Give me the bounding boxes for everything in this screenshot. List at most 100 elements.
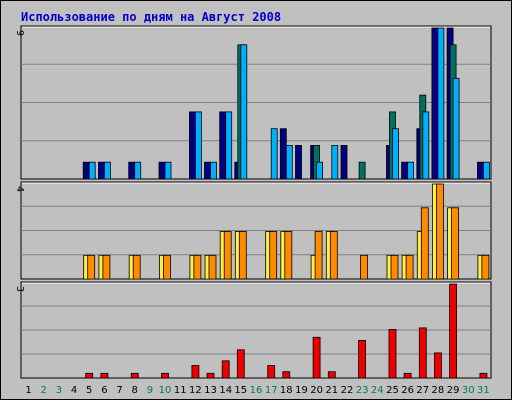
bar-day-12-series-1 [188,111,196,180]
x-tick-label-26: 26 [401,385,414,396]
panel-1-max-label: 9 [14,30,25,36]
bar-day-5-series-1 [85,372,94,379]
x-tick-label-6: 6 [101,385,107,396]
x-tick-label-29: 29 [447,385,460,396]
chart-title: Использование по дням на Август 2008 [21,10,281,24]
x-tick-label-21: 21 [325,385,338,396]
bar-day-25-series-3 [392,128,399,180]
x-tick-label-13: 13 [204,385,217,396]
x-tick-label-25: 25 [386,385,399,396]
x-tick-label-12: 12 [189,385,202,396]
x-tick-label-7: 7 [116,385,122,396]
bar-day-10-series-2 [163,254,171,280]
bar-day-14-series-3 [225,111,233,180]
bar-day-29-series-2 [451,207,460,280]
bar-day-8-series-1 [130,372,139,379]
x-tick-label-2: 2 [41,385,47,396]
bar-day-23-series-2 [360,254,369,280]
bar-day-8-series-3 [134,161,142,180]
bar-day-29-series-1 [449,283,458,379]
bar-day-6-series-2 [102,254,111,280]
x-tick-label-31: 31 [477,385,490,396]
bar-day-26-series-3 [407,161,415,180]
bar-day-31-series-2 [481,254,490,280]
bar-day-10-series-1 [158,161,166,180]
bar-day-6-series-1 [100,372,109,379]
bar-day-5-series-2 [87,254,96,280]
x-tick-label-10: 10 [159,385,172,396]
bar-day-27-series-2 [420,207,429,280]
bar-day-18-series-1 [282,371,291,379]
x-tick-label-30: 30 [462,385,475,396]
bar-day-13-series-2 [208,254,217,280]
x-tick-label-11: 11 [174,385,187,396]
panel-2: 4 [14,181,492,280]
bar-day-28-series-1 [431,27,439,180]
bar-day-15-series-2 [238,231,247,280]
bar-day-29-series-3 [452,77,460,180]
bar-day-5-series-1 [82,161,90,180]
x-tick-label-8: 8 [132,385,138,396]
bar-day-23-series-1 [358,339,367,379]
bar-day-31-series-1 [476,161,484,180]
bar-day-27-series-3 [422,111,430,180]
x-tick-label-5: 5 [86,385,92,396]
x-tick-label-1: 1 [25,385,31,396]
bar-day-18-series-2 [284,231,293,280]
x-tick-label-28: 28 [432,385,445,396]
bar-day-17-series-2 [269,231,278,280]
bar-day-6-series-3 [104,161,111,180]
bar-day-8-series-1 [128,161,136,180]
bar-day-20-series-1 [312,336,321,379]
bar-day-8-series-2 [132,254,141,280]
bar-day-10-series-1 [161,372,169,379]
bar-day-6-series-1 [98,161,105,180]
bar-day-17-series-1 [267,365,276,379]
bar-day-5-series-3 [88,161,96,180]
bar-day-28-series-1 [433,352,442,379]
bar-day-12-series-2 [193,254,202,280]
bar-day-26-series-1 [403,372,412,379]
bar-day-19-series-1 [295,144,302,180]
bar-day-25-series-1 [388,328,397,379]
panel-2-max-label: 4 [14,186,25,192]
bar-day-31-series-1 [479,372,488,379]
bar-day-18-series-3 [285,144,293,180]
x-tick-label-22: 22 [341,385,354,396]
bar-day-28-series-2 [435,183,444,280]
bar-day-12-series-1 [191,365,200,379]
bar-day-14-series-1 [219,111,227,180]
x-tick-label-17: 17 [265,385,278,396]
x-tick-label-15: 15 [234,385,247,396]
bar-day-13-series-1 [204,161,211,180]
bar-day-28-series-3 [437,27,445,180]
bar-day-12-series-3 [194,111,202,180]
panel-1: 9 [14,25,492,180]
bar-day-20-series-2 [314,231,323,280]
panel-3: 3 [14,281,492,379]
bar-day-20-series-3 [316,161,324,180]
x-tick-label-4: 4 [71,385,77,396]
x-tick-label-24: 24 [371,385,384,396]
bar-day-21-series-1 [327,371,336,379]
panel-3-max-label: 3 [14,286,25,292]
x-tick-label-23: 23 [356,385,369,396]
bar-day-26-series-2 [405,254,414,280]
bar-day-14-series-1 [221,360,230,379]
x-tick-label-14: 14 [219,385,232,396]
bar-day-15-series-1 [236,349,245,379]
x-tick-label-16: 16 [250,385,263,396]
bar-day-14-series-2 [223,231,232,280]
bar-day-18-series-1 [279,128,287,180]
x-tick-label-19: 19 [295,385,308,396]
bar-day-23-series-2 [358,161,366,180]
bar-day-31-series-3 [482,161,490,180]
x-tick-label-9: 9 [147,385,153,396]
bar-day-25-series-2 [390,254,399,280]
x-tick-label-20: 20 [310,385,323,396]
bar-day-21-series-3 [331,144,339,180]
x-tick-label-3: 3 [56,385,62,396]
bar-day-13-series-1 [206,372,215,379]
bar-day-15-series-3 [240,44,248,180]
bar-day-13-series-3 [210,161,217,180]
